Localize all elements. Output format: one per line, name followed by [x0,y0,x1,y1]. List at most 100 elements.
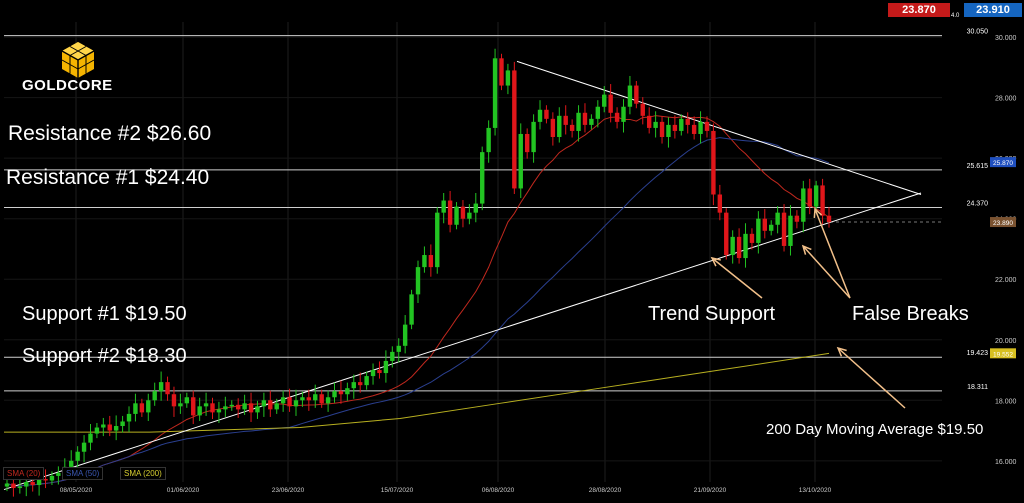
y-tick-label: 28.000 [995,96,1017,103]
y-tick-label: 18.000 [995,398,1017,405]
upper-trend-line [516,60,922,195]
candle-body [569,124,575,131]
price-tag [990,217,1016,228]
candle-body [152,391,157,401]
x-tick-label: 28/08/2020 [589,487,622,494]
candle-body [287,397,292,407]
resistance-2-label: Resistance #2 $26.60 [8,122,212,145]
candle-body [467,212,472,219]
level-label: 24.370 [967,201,989,208]
candle-body [94,427,100,434]
candle-body [756,218,761,243]
candle-body [351,382,356,389]
candle-body [769,224,774,231]
candle-body [158,382,164,392]
candle-body [229,404,234,407]
legend-sma20[interactable]: SMA (20) [3,467,45,480]
candle-body [749,233,755,243]
arrow-head [710,256,721,267]
candle-body [640,103,645,116]
candle-body [396,345,401,352]
candle-body [242,403,247,410]
false-breaks-label: False Breaks [852,303,969,325]
level-label: 19.423 [967,350,989,357]
arrow-head [836,346,847,357]
candles [4,48,832,497]
candle-body [255,406,260,413]
candle-body [17,486,23,489]
bid-price[interactable]: 23.870 [888,3,950,17]
candle-body [293,400,299,407]
y-tick-label: 30.000 [995,35,1017,42]
candle-body [730,236,735,256]
candle-body [486,127,491,153]
candle-body [666,124,671,137]
candle-body [672,124,678,131]
candle-body [544,109,549,119]
candle-body [197,406,202,416]
resistance-1-label: Resistance #1 $24.40 [6,166,210,189]
candle-body [428,255,434,268]
candle-body [441,200,446,213]
candle-body [171,394,177,407]
x-tick-label: 21/09/2020 [694,487,727,494]
level-label: 30.050 [967,29,989,36]
candle-body [524,133,530,153]
candle-body [81,442,87,452]
support-1-label: Support #1 $19.50 [22,303,187,325]
spread-value: 4.0 [951,13,960,19]
candle-body [11,483,16,489]
candle-body [595,106,601,119]
candle-body [268,400,273,410]
x-tick-label: 15/07/2020 [381,487,414,494]
candle-body [646,115,652,128]
candle-body [203,403,209,407]
logo-text: GOLDCORE [22,77,113,94]
candle-body [191,397,196,416]
candle-body [409,294,414,325]
moving-averages [4,115,830,487]
price-tag [990,157,1016,168]
candle-body [582,112,588,125]
candle-body [319,394,324,404]
candle-body [537,109,543,122]
legend-sma200[interactable]: SMA (200) [120,467,166,480]
candle-body [383,360,389,374]
arrow-line [814,208,851,299]
x-tick-label: 06/08/2020 [482,487,515,494]
candle-body [113,426,119,431]
candle-body [133,403,138,414]
candle-body [313,394,318,401]
candle-body [345,388,350,395]
candle-body [223,406,228,410]
price-tags: 25.870 23.890 19.552 [990,157,1016,359]
trend-support-label: Trend Support [648,303,776,325]
sma-50-line [6,137,830,487]
candle-body [88,433,93,443]
y-tick-label: 16.000 [995,459,1017,466]
candle-body [300,397,305,401]
level-label: 25.615 [967,163,989,170]
candle-body [454,206,459,225]
ask-price[interactable]: 23.910 [964,3,1022,17]
candle-body [30,482,35,486]
x-tick-label: 13/10/2020 [799,487,832,494]
support-2-label: Support #2 $18.30 [22,345,187,367]
candle-body [634,85,639,104]
candle-body [248,403,254,413]
candle-body [210,403,215,413]
candle-body [724,212,729,256]
x-axis-ticks: 08/05/2020 01/06/2020 23/06/2020 15/07/2020… [60,487,832,494]
candle-body [184,397,190,404]
sma-20-line [6,115,830,487]
candle-body [505,70,511,86]
candle-body [338,391,344,395]
lower-trend-line [3,192,922,491]
arrow-line [837,347,906,409]
candle-body [24,482,29,487]
candle-body [704,121,710,131]
legend-sma50[interactable]: SMA (50) [62,467,104,480]
candle-body [261,400,267,407]
arrow-line [802,245,851,299]
